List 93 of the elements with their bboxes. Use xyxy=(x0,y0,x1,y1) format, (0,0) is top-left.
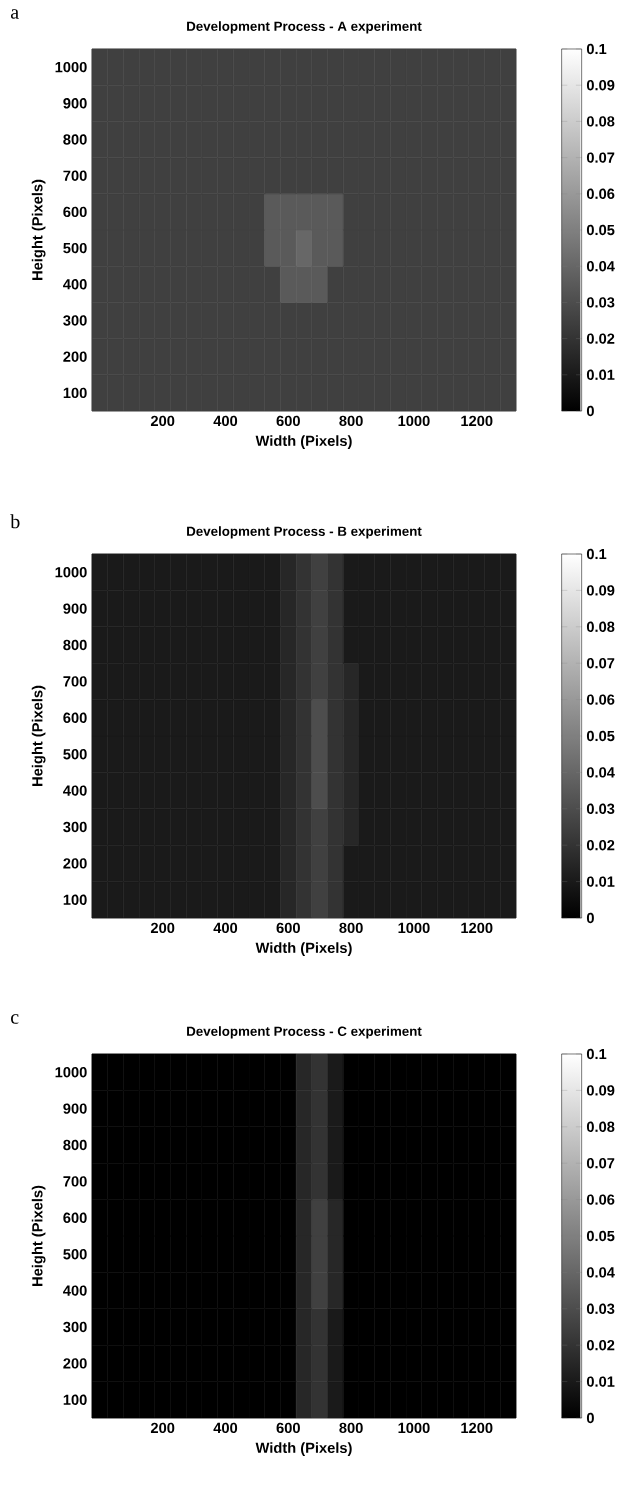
color-bar-label: 0.06 xyxy=(586,188,615,199)
y-tick-label: 300 xyxy=(63,1321,87,1333)
y-tick-label: 700 xyxy=(63,1176,87,1187)
color-bar-label: 0.04 xyxy=(586,1267,615,1278)
color-bar-label: 0.07 xyxy=(586,658,615,669)
text: b xyxy=(10,514,20,529)
color-bar-label: 0.01 xyxy=(586,369,615,380)
x-tick-label: 1000 xyxy=(398,1422,430,1434)
x-tick-label: 600 xyxy=(276,1422,300,1434)
y-tick-label: 400 xyxy=(63,279,87,290)
y-tick-label: 800 xyxy=(63,1139,87,1151)
chart-title: Development Process - B experiment xyxy=(187,526,422,539)
y-tick-label: 700 xyxy=(63,676,87,687)
x-tick-label: 200 xyxy=(150,922,175,934)
color-bar-label: 0.03 xyxy=(586,803,615,814)
color-bar-label: 0.1 xyxy=(586,1048,607,1060)
x-axis-title: Width (Pixels) xyxy=(255,1442,352,1456)
color-bar-label: 0.07 xyxy=(586,152,615,163)
y-tick-label: 200 xyxy=(63,1358,87,1369)
color-bar-label: 0.1 xyxy=(586,43,607,55)
chart-title: Development Process - A experiment xyxy=(187,21,422,34)
color-bar-label: 0.08 xyxy=(586,1121,615,1132)
x-tick-label: 800 xyxy=(339,415,363,427)
color-bar-label: 0.04 xyxy=(586,261,615,272)
y-tick-label: 100 xyxy=(63,1394,87,1405)
y-tick-label: 900 xyxy=(63,603,87,614)
color-bar-label: 0.01 xyxy=(586,876,615,887)
color-bar-label: 0.06 xyxy=(586,1194,615,1205)
color-bar-label: 0 xyxy=(586,1412,594,1424)
y-axis-title: Height (Pixels) xyxy=(31,1185,46,1286)
x-tick-label: 800 xyxy=(339,922,363,934)
y-tick-label: 600 xyxy=(63,1212,87,1223)
x-tick-label: 1000 xyxy=(398,922,430,934)
y-tick-label: 600 xyxy=(63,712,87,723)
x-tick-label: 600 xyxy=(276,922,300,934)
color-bar-label: 0.01 xyxy=(586,1376,615,1387)
color-bar-label: 0.09 xyxy=(586,80,615,91)
x-tick-label: 200 xyxy=(150,415,175,427)
y-tick-label: 100 xyxy=(63,387,87,399)
x-tick-label: 1000 xyxy=(398,415,430,427)
color-bar-label: 0.05 xyxy=(586,1230,615,1242)
y-tick-label: 800 xyxy=(63,639,87,651)
color-bar-label: 0.09 xyxy=(586,585,615,596)
chart-title: Development Process - C experiment xyxy=(187,1026,422,1039)
y-tick-label: 500 xyxy=(63,749,87,760)
y-tick-label: 400 xyxy=(63,1285,87,1296)
y-tick-label: 100 xyxy=(63,894,87,905)
y-tick-label: 300 xyxy=(63,821,87,833)
x-tick-label: 800 xyxy=(339,1422,363,1434)
text: a xyxy=(10,9,19,19)
color-bar-label: 0.08 xyxy=(586,621,615,632)
y-tick-label: 400 xyxy=(63,785,87,796)
color-bar-label: 0.02 xyxy=(586,333,615,344)
y-axis-title: Height (Pixels) xyxy=(31,179,46,280)
y-tick-label: 700 xyxy=(63,170,87,181)
x-tick-label: 200 xyxy=(150,1422,175,1434)
color-bar-label: 0.09 xyxy=(586,1085,615,1096)
y-tick-label: 300 xyxy=(63,315,87,326)
color-bar-label: 0.03 xyxy=(586,1303,615,1314)
color-bar-label: 0.02 xyxy=(586,1340,615,1351)
x-tick-label: 400 xyxy=(213,922,238,934)
color-bar-label: 0.05 xyxy=(586,730,615,742)
y-tick-label: 1000 xyxy=(55,567,87,578)
x-tick-label: 400 xyxy=(213,415,238,427)
y-tick-label: 900 xyxy=(63,1103,87,1114)
y-tick-label: 800 xyxy=(63,134,87,145)
y-tick-label: 1000 xyxy=(55,1067,87,1078)
x-tick-label: 400 xyxy=(213,1422,238,1434)
text: c xyxy=(11,1014,19,1024)
color-bar-label: 0.03 xyxy=(586,297,615,308)
color-bar-label: 0.07 xyxy=(586,1158,615,1169)
x-axis-title: Width (Pixels) xyxy=(255,435,352,449)
x-tick-label: 1200 xyxy=(461,415,493,427)
color-bar-label: 0.1 xyxy=(586,548,607,560)
y-tick-label: 500 xyxy=(63,242,87,254)
y-tick-label: 200 xyxy=(63,351,87,362)
color-bar-label: 0 xyxy=(586,912,594,924)
color-bar-label: 0.05 xyxy=(586,224,615,236)
y-tick-label: 900 xyxy=(63,98,87,109)
color-bar-label: 0.08 xyxy=(586,116,615,127)
x-tick-label: 1200 xyxy=(461,922,493,934)
color-bar-label: 0 xyxy=(586,405,594,417)
color-bar-label: 0.04 xyxy=(586,767,615,778)
color-bar-label: 0.06 xyxy=(586,694,615,705)
y-axis-title: Height (Pixels) xyxy=(31,685,46,786)
x-tick-label: 600 xyxy=(276,415,300,427)
color-bar-label: 0.02 xyxy=(586,840,615,851)
y-tick-label: 200 xyxy=(63,858,87,869)
y-tick-label: 500 xyxy=(63,1249,87,1260)
x-axis-title: Width (Pixels) xyxy=(255,942,352,956)
y-tick-label: 600 xyxy=(63,206,87,218)
x-tick-label: 1200 xyxy=(461,1422,493,1434)
y-tick-label: 1000 xyxy=(55,61,87,73)
